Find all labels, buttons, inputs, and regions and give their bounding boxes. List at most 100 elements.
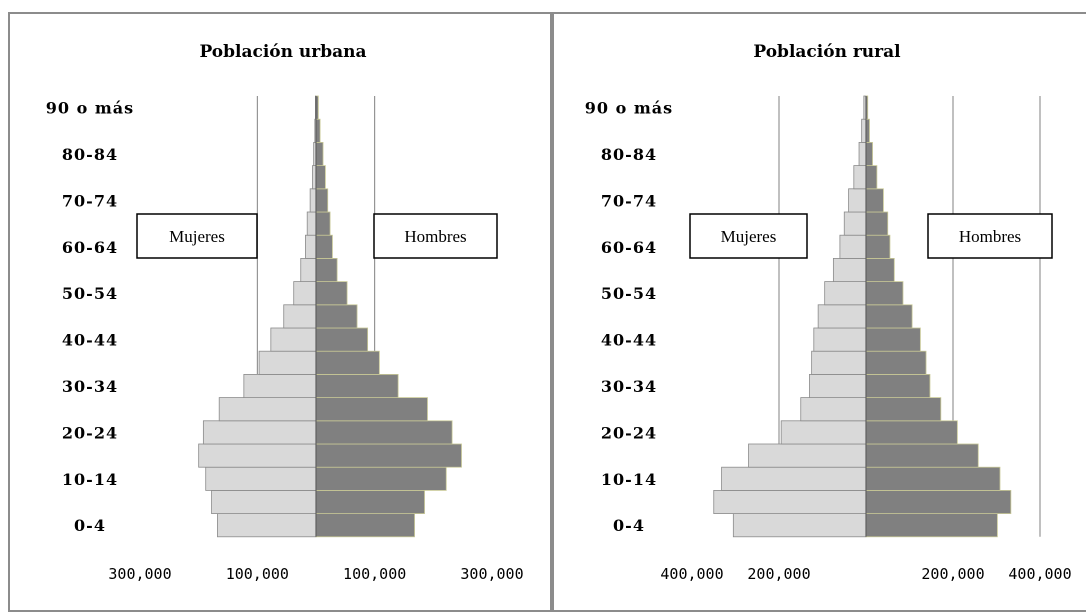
urban-legend-box-mujeres: [136, 213, 258, 259]
urban-pyramid-chart: Población urbana 0-4 10-14 20-24 30-34 40-44 5…: [46, 42, 524, 583]
urban-bar-mujeres-20-24: [202, 420, 317, 445]
rural-bar-mujeres-65-69: [843, 211, 867, 236]
rural-bar-hombres-80-84: [865, 141, 873, 166]
urban-xtick-1: 100,000: [226, 565, 289, 583]
urban-bar-mujeres-70-74: [309, 188, 317, 213]
rural-bar-mujeres-55-59: [832, 257, 867, 282]
urban-bar-mujeres-65-69: [306, 211, 317, 236]
urban-ytick-30-34: 30-34: [62, 377, 118, 396]
urban-bar-hombres-10-14: [315, 466, 447, 491]
rural-bar-hombres-55-59: [865, 257, 895, 282]
urban-ytick-20-24: 20-24: [62, 423, 118, 442]
urban-bar-hombres-30-34: [315, 373, 399, 398]
rural-bar-mujeres-15-19: [748, 443, 867, 468]
rural-bar-hombres-5-9: [865, 489, 1012, 514]
urban-bar-mujeres-55-59: [300, 257, 317, 282]
urban-bar-mujeres-10-14: [205, 466, 317, 491]
rural-xtick-0: 400,000: [660, 565, 723, 583]
rural-bar-hombres-40-44: [865, 327, 921, 352]
urban-bar-hombres-50-54: [315, 281, 348, 306]
urban-bar-hombres-35-39: [315, 350, 380, 375]
rural-chart-title: Población rural: [753, 42, 901, 62]
rural-bar-mujeres-30-34: [809, 373, 867, 398]
rural-legend-box-hombres: [927, 213, 1053, 259]
rural-bar-mujeres-0-4: [732, 513, 867, 538]
urban-legend-box-hombres: [373, 213, 498, 259]
urban-chart-title: Población urbana: [199, 42, 366, 62]
rural-bar-mujeres-45-49: [817, 304, 867, 329]
rural-ytick-60-64: 60-64: [601, 238, 657, 257]
rural-ytick-40-44: 40-44: [601, 331, 657, 350]
urban-bar-hombres-5-9: [315, 489, 425, 514]
rural-xtick-2: 200,000: [921, 565, 984, 583]
rural-ytick-20-24: 20-24: [601, 423, 657, 442]
rural-pyramid-panel: Población rural 0-4 10-14 20-24 30-34 40-44 50…: [552, 12, 1086, 612]
rural-bar-hombres-30-34: [865, 373, 931, 398]
urban-bar-hombres-60-64: [315, 234, 333, 259]
urban-bar-mujeres-30-34: [243, 373, 317, 398]
urban-bar-hombres-85-89: [315, 118, 321, 143]
rural-bar-mujeres-20-24: [780, 420, 867, 445]
urban-bar-mujeres-5-9: [211, 489, 317, 514]
rural-bar-hombres-0-4: [865, 513, 998, 538]
rural-bar-hombres-25-29: [865, 397, 942, 422]
urban-bar-hombres-40-44: [315, 327, 369, 352]
rural-bar-hombres-20-24: [865, 420, 958, 445]
urban-ytick-0-4: 0-4: [74, 516, 106, 535]
rural-ytick-50-54: 50-54: [601, 284, 657, 303]
urban-bar-hombres-25-29: [315, 397, 428, 422]
urban-ytick-80-84: 80-84: [62, 145, 118, 164]
urban-bar-hombres-0-4: [315, 513, 415, 538]
rural-bar-mujeres-75-79: [853, 165, 867, 190]
urban-bar-hombres-80-84: [315, 141, 324, 166]
urban-ytick-50-54: 50-54: [62, 284, 118, 303]
urban-bar-mujeres-25-29: [218, 397, 317, 422]
rural-ytick-30-34: 30-34: [601, 377, 657, 396]
rural-ytick-0-4: 0-4: [613, 516, 645, 535]
rural-bar-hombres-50-54: [865, 281, 904, 306]
urban-ytick-70-74: 70-74: [62, 191, 118, 210]
urban-ytick-10-14: 10-14: [62, 470, 118, 489]
rural-ytick-90 o más: 90 o más: [585, 99, 673, 118]
urban-bar-hombres-75-79: [315, 165, 326, 190]
urban-legend-label-mujeres: Mujeres: [169, 227, 225, 246]
urban-ytick-40-44: 40-44: [62, 331, 118, 350]
urban-bar-hombres-20-24: [315, 420, 453, 445]
urban-ytick-90 o más: 90 o más: [46, 99, 134, 118]
rural-xtick-3: 400,000: [1008, 565, 1071, 583]
urban-bar-mujeres-15-19: [198, 443, 317, 468]
rural-bar-mujeres-80-84: [858, 141, 867, 166]
urban-bar-mujeres-0-4: [217, 513, 317, 538]
rural-bar-hombres-35-39: [865, 350, 927, 375]
rural-bar-hombres-45-49: [865, 304, 913, 329]
urban-xtick-0: 300,000: [108, 565, 171, 583]
urban-bar-hombres-55-59: [315, 257, 338, 282]
rural-bar-hombres-75-79: [865, 165, 878, 190]
rural-bar-mujeres-50-54: [824, 281, 867, 306]
rural-bar-mujeres-60-64: [839, 234, 867, 259]
urban-bar-mujeres-45-49: [283, 304, 317, 329]
rural-bar-mujeres-10-14: [721, 466, 867, 491]
rural-bar-mujeres-25-29: [800, 397, 867, 422]
rural-bar-mujeres-5-9: [713, 489, 867, 514]
rural-ytick-80-84: 80-84: [601, 145, 657, 164]
rural-bar-hombres-65-69: [865, 211, 889, 236]
rural-bar-mujeres-35-39: [811, 350, 867, 375]
rural-ytick-10-14: 10-14: [601, 470, 657, 489]
rural-bar-mujeres-40-44: [813, 327, 867, 352]
urban-xtick-3: 300,000: [460, 565, 523, 583]
rural-bar-hombres-60-64: [865, 234, 891, 259]
urban-bar-mujeres-60-64: [305, 234, 317, 259]
urban-bar-mujeres-50-54: [293, 281, 317, 306]
rural-bar-mujeres-70-74: [848, 188, 867, 213]
rural-bar-hombres-10-14: [865, 466, 1001, 491]
rural-bar-hombres-15-19: [865, 443, 979, 468]
urban-bar-hombres-65-69: [315, 211, 331, 236]
rural-legend-label-hombres: Hombres: [959, 227, 1021, 246]
urban-bar-mujeres-35-39: [258, 350, 317, 375]
urban-bar-hombres-45-49: [315, 304, 358, 329]
rural-legend-label-mujeres: Mujeres: [721, 227, 777, 246]
urban-bar-mujeres-40-44: [270, 327, 317, 352]
urban-pyramid-panel: Población urbana 0-4 10-14 20-24 30-34 40-44 5…: [8, 12, 552, 612]
rural-bar-hombres-70-74: [865, 188, 884, 213]
